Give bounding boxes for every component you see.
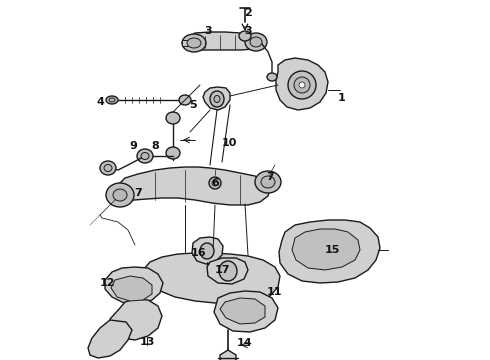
- Polygon shape: [111, 276, 152, 301]
- Ellipse shape: [250, 37, 262, 47]
- Text: 4: 4: [96, 97, 104, 107]
- Polygon shape: [88, 320, 132, 358]
- Polygon shape: [187, 32, 262, 50]
- Ellipse shape: [239, 31, 251, 41]
- Ellipse shape: [182, 34, 206, 52]
- Text: 3: 3: [204, 26, 212, 36]
- Text: 13: 13: [139, 337, 155, 347]
- Ellipse shape: [166, 147, 180, 159]
- Ellipse shape: [104, 165, 112, 171]
- Circle shape: [294, 77, 310, 93]
- Text: 10: 10: [222, 138, 237, 148]
- Text: 14: 14: [237, 338, 253, 348]
- Ellipse shape: [137, 149, 153, 163]
- Polygon shape: [192, 237, 223, 264]
- Text: 12: 12: [99, 278, 115, 288]
- Ellipse shape: [187, 38, 201, 48]
- Text: 7: 7: [134, 188, 142, 198]
- Polygon shape: [105, 267, 163, 304]
- Circle shape: [299, 82, 305, 88]
- Polygon shape: [214, 291, 278, 332]
- Polygon shape: [203, 87, 230, 110]
- Text: 9: 9: [129, 141, 137, 151]
- Ellipse shape: [214, 95, 220, 103]
- Ellipse shape: [166, 112, 180, 124]
- Text: 5: 5: [189, 100, 197, 110]
- Ellipse shape: [255, 171, 281, 193]
- Ellipse shape: [109, 98, 115, 102]
- Polygon shape: [220, 298, 265, 324]
- Text: 6: 6: [211, 178, 219, 188]
- Circle shape: [209, 177, 221, 189]
- Text: 2: 2: [244, 8, 252, 18]
- Text: 15: 15: [325, 245, 341, 255]
- Ellipse shape: [106, 96, 118, 104]
- Ellipse shape: [106, 183, 134, 207]
- Polygon shape: [276, 58, 328, 110]
- Text: 7: 7: [266, 172, 274, 182]
- Circle shape: [212, 180, 218, 186]
- Text: 1: 1: [338, 93, 346, 103]
- Ellipse shape: [267, 73, 277, 81]
- Ellipse shape: [113, 189, 127, 201]
- Text: 11: 11: [267, 287, 283, 297]
- Ellipse shape: [210, 91, 224, 107]
- Ellipse shape: [261, 176, 275, 188]
- Polygon shape: [292, 229, 360, 270]
- Polygon shape: [113, 167, 270, 205]
- Text: 16: 16: [190, 248, 206, 258]
- Ellipse shape: [141, 153, 149, 159]
- Polygon shape: [207, 258, 248, 284]
- Text: 3: 3: [244, 26, 252, 36]
- Ellipse shape: [100, 161, 116, 175]
- Text: 17: 17: [214, 265, 230, 275]
- Circle shape: [288, 71, 316, 99]
- Ellipse shape: [200, 243, 214, 259]
- Ellipse shape: [179, 95, 191, 105]
- Polygon shape: [110, 299, 162, 340]
- Polygon shape: [279, 220, 380, 283]
- Ellipse shape: [245, 33, 267, 51]
- Polygon shape: [140, 253, 280, 303]
- Polygon shape: [182, 40, 188, 46]
- Ellipse shape: [219, 261, 237, 281]
- Polygon shape: [220, 350, 236, 360]
- Text: 8: 8: [151, 141, 159, 151]
